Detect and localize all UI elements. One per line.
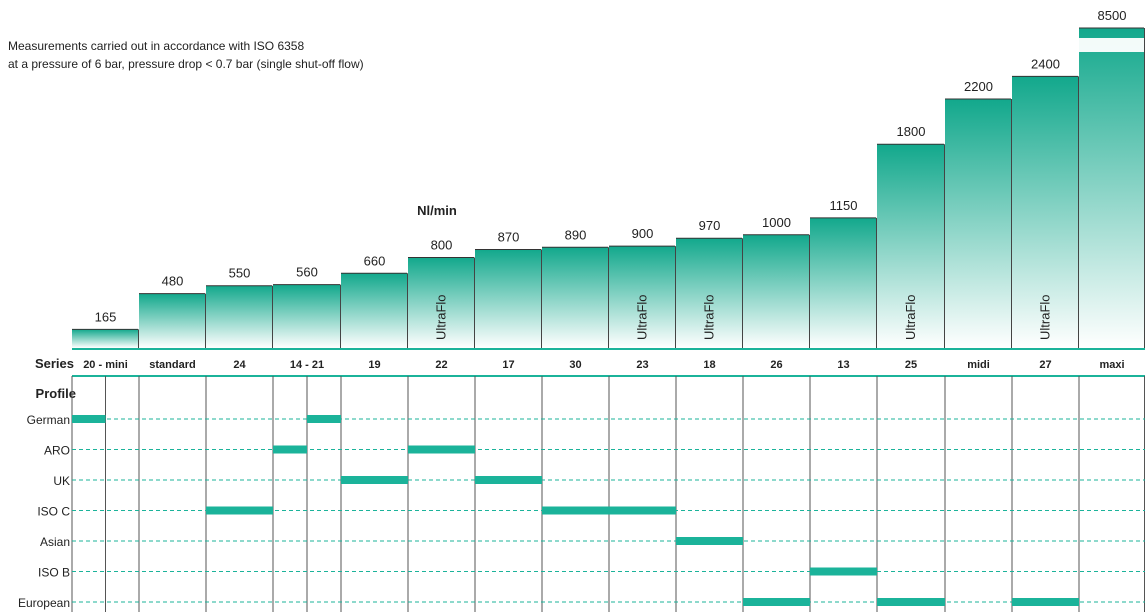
bar-18	[676, 238, 742, 348]
series-label-18: 18	[703, 359, 715, 371]
series-label-26: 26	[770, 359, 782, 371]
bar-inner-label-23: UltraFlo	[635, 294, 650, 340]
profile-label-asian: Asian	[40, 535, 70, 549]
bar-value-20-mini: 165	[95, 309, 117, 324]
unit-label: Nl/min	[417, 203, 457, 218]
bar-inner-label-18: UltraFlo	[702, 294, 717, 340]
series-label-25: 25	[905, 359, 917, 371]
bar-value-24: 550	[229, 266, 251, 281]
profile-bar-german-20-mini	[72, 415, 106, 423]
series-label-24: 24	[233, 359, 246, 371]
profile-bar-aro-14-21	[273, 445, 307, 454]
bar-23	[609, 246, 675, 348]
bar-30	[542, 247, 608, 348]
series-label-27: 27	[1039, 359, 1051, 371]
bar-inner-label-25: UltraFlo	[903, 294, 918, 340]
bar-13	[810, 217, 876, 348]
note-line-2: at a pressure of 6 bar, pressure drop < …	[8, 57, 364, 71]
bar-22	[408, 257, 474, 348]
profile-header-label: Profile	[36, 386, 76, 401]
bar-value-27: 2400	[1031, 56, 1060, 71]
bar-17	[475, 249, 541, 348]
series-label-23: 23	[636, 359, 648, 371]
bar-19	[341, 273, 407, 348]
series-label-22: 22	[435, 359, 447, 371]
bar-value-22: 800	[431, 237, 453, 252]
profile-bar-uk-19	[341, 476, 408, 484]
profile-label-iso-b: ISO B	[38, 566, 70, 580]
bar-maxi	[1079, 28, 1144, 348]
bar-value-maxi: 8500	[1098, 8, 1127, 23]
series-label-midi: midi	[967, 359, 990, 371]
bar-value-17: 870	[498, 230, 520, 245]
profile-bar-german-14-21	[307, 415, 341, 423]
profile-bar-iso-c-24	[206, 506, 273, 515]
bar-value-midi: 2200	[964, 79, 993, 94]
series-label-20-mini: 20 - mini	[83, 359, 128, 371]
profile-label-aro: ARO	[44, 444, 70, 458]
bar-value-19: 660	[364, 253, 386, 268]
profile-label-european: European	[18, 596, 70, 610]
bar-midi	[945, 98, 1011, 349]
profile-bar-iso-c-30	[542, 506, 609, 515]
bar-standard	[139, 293, 205, 348]
bar-value-25: 1800	[897, 124, 926, 139]
profile-label-german: German	[27, 413, 70, 427]
bar-value-23: 900	[632, 226, 654, 241]
bar-value-standard: 480	[162, 274, 184, 289]
bar-value-30: 890	[565, 227, 587, 242]
profile-label-uk: UK	[53, 474, 70, 488]
series-label-14-21: 14 - 21	[290, 359, 324, 371]
bar-25	[877, 144, 944, 348]
bar-20-mini	[72, 329, 138, 348]
series-row-label: Series	[35, 356, 74, 371]
profile-bar-uk-17	[475, 476, 542, 484]
bar-value-26: 1000	[762, 215, 791, 230]
bar-24	[206, 285, 272, 348]
bar-inner-label-22: UltraFlo	[434, 294, 449, 340]
profile-label-iso-c: ISO C	[37, 505, 70, 519]
series-label-maxi: maxi	[1099, 359, 1124, 371]
bar-26	[743, 234, 809, 348]
bar-value-14-21: 560	[296, 265, 318, 280]
series-label-30: 30	[569, 359, 581, 371]
profile-bar-iso-c-23	[609, 506, 676, 515]
profile-bar-european-25	[877, 598, 945, 606]
series-label-19: 19	[368, 359, 380, 371]
series-label-standard: standard	[149, 359, 195, 371]
series-label-13: 13	[837, 359, 849, 371]
series-label-17: 17	[502, 359, 514, 371]
profile-bar-european-26	[743, 598, 810, 606]
bar-inner-label-27: UltraFlo	[1038, 294, 1053, 340]
profile-bar-aro-22	[408, 445, 475, 454]
profile-bar-european-27	[1012, 598, 1079, 606]
bar-value-18: 970	[699, 218, 721, 233]
note-line-1: Measurements carried out in accordance w…	[8, 39, 305, 53]
bar-value-13: 1150	[830, 198, 858, 213]
profile-bar-asian-18	[676, 537, 743, 545]
profile-bar-iso-b-13	[810, 567, 877, 576]
bar-14-21	[273, 284, 340, 348]
bar-27	[1012, 76, 1078, 348]
axis-break-maxi	[1079, 38, 1144, 52]
